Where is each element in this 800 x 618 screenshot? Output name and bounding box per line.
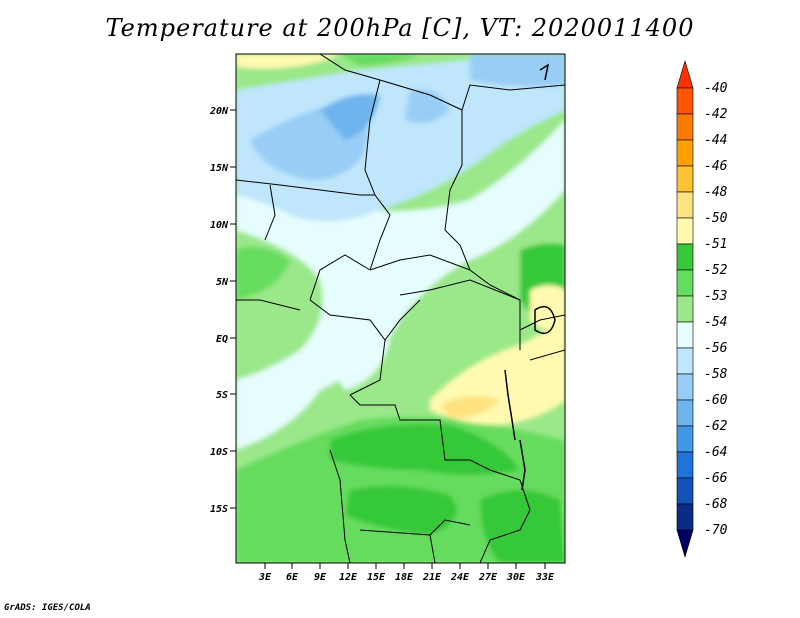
colorbar-swatch [676, 295, 694, 323]
colorbar-swatch [676, 503, 694, 531]
lon-tick-label: 15E [367, 572, 386, 583]
lon-tick-label: 12E [339, 572, 358, 583]
lat-tick-label: 10S [210, 447, 228, 458]
colorbar-label: -46 [704, 159, 728, 174]
lat-tick-label: EQ [216, 334, 228, 345]
lon-tick-label: 3E [258, 572, 272, 583]
lat-tick-label: 5N [216, 277, 229, 288]
lat-tick-label: 5S [216, 390, 228, 401]
lon-tick-label: 18E [395, 572, 414, 583]
latitude-axis: 20N 15N 10N 5N EQ 5S 10S 15S [209, 106, 236, 515]
colorbar [676, 59, 694, 559]
temperature-field [236, 54, 565, 563]
lon-tick-label: 27E [478, 572, 498, 583]
colorbar-swatch [676, 451, 694, 479]
colorbar-label: -53 [704, 289, 727, 304]
colorbar-swatch [676, 347, 694, 375]
colorbar-swatch [676, 399, 694, 427]
lon-tick-label: 24E [450, 572, 470, 583]
colorbar-swatch [676, 113, 694, 141]
colorbar-label: -70 [704, 523, 728, 538]
lat-tick-label: 10N [210, 220, 229, 231]
colorbar-label: -62 [704, 419, 728, 434]
colorbar-label: -52 [704, 263, 728, 278]
colorbar-swatch [676, 269, 694, 297]
colorbar-label: -40 [704, 81, 728, 96]
colorbar-label: -66 [704, 471, 728, 486]
colorbar-label: -42 [704, 107, 728, 122]
lon-tick-label: 33E [535, 572, 555, 583]
colorbar-label: -51 [704, 237, 727, 252]
colorbar-swatch [676, 529, 694, 559]
lat-tick-label: 15N [210, 163, 229, 174]
colorbar-swatch [676, 87, 694, 115]
lat-tick-label: 15S [210, 504, 228, 515]
colorbar-swatch [676, 321, 694, 349]
lon-tick-label: 6E [286, 572, 299, 583]
colorbar-label: -58 [704, 367, 728, 382]
colorbar-label: -56 [704, 341, 728, 356]
lon-tick-label: 30E [506, 572, 526, 583]
colorbar-label: -64 [704, 445, 727, 460]
colorbar-swatch [676, 139, 694, 167]
colorbar-label: -48 [704, 185, 728, 200]
colorbar-swatch [676, 477, 694, 505]
colorbar-swatch [676, 425, 694, 453]
colorbar-swatch [676, 191, 694, 219]
lon-tick-label: 9E [314, 572, 327, 583]
map-title: Temperature at 200hPa [C], VT: 202001140… [105, 14, 695, 42]
credit-label: GrADS: IGES/COLA [4, 603, 91, 613]
colorbar-swatch [676, 165, 694, 193]
colorbar-labels: -40 -42 -44 -46 -48 -50 -51 -52 -53 -54 … [704, 81, 728, 538]
colorbar-label: -60 [704, 393, 728, 408]
colorbar-swatch [676, 217, 694, 245]
colorbar-label: -54 [704, 315, 727, 330]
colorbar-swatch [676, 373, 694, 401]
longitude-axis: 3E 6E 9E 12E 15E 18E 21E 24E 27E 30E 33E [258, 563, 555, 583]
lon-tick-label: 21E [422, 572, 442, 583]
colorbar-label: -68 [704, 497, 728, 512]
map-frame [235, 53, 566, 564]
colorbar-swatch [676, 243, 694, 271]
lat-tick-label: 20N [209, 106, 229, 117]
colorbar-label: -50 [704, 211, 728, 226]
colorbar-swatch [676, 59, 694, 89]
colorbar-label: -44 [704, 133, 727, 148]
